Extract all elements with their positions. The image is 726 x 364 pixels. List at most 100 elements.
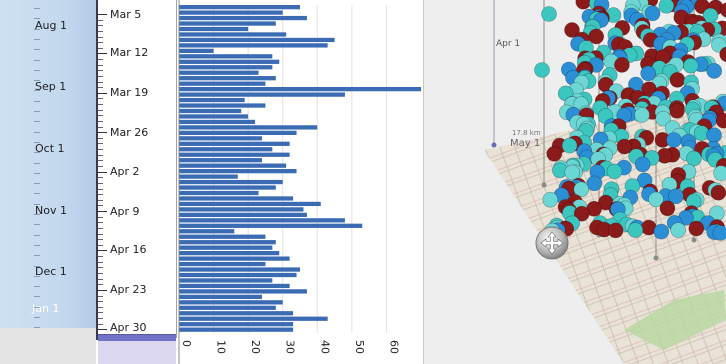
event-marker[interactable] [546,146,563,162]
event-markers[interactable] [534,0,726,241]
histogram-bar [179,97,245,103]
week-tick [98,228,103,229]
pan-control[interactable] [535,226,569,260]
week-tick [98,239,103,240]
week-tick [98,205,103,206]
event-marker[interactable] [564,22,580,38]
event-marker[interactable] [607,222,624,239]
event-marker[interactable] [575,0,592,10]
event-marker[interactable] [669,72,686,88]
month-tick [34,18,40,19]
week-label-apr2: Apr 2 [110,165,140,178]
event-marker[interactable] [670,222,686,238]
map-park-area [624,290,726,350]
event-marker[interactable] [588,28,604,45]
month-tick [34,39,40,40]
week-tick [98,82,103,83]
week-tick [98,200,103,201]
x-tick-label: 60 [387,340,400,354]
event-marker[interactable] [720,2,726,18]
event-marker[interactable] [644,5,661,22]
event-marker[interactable] [668,188,684,205]
event-marker[interactable] [669,103,685,119]
event-marker[interactable] [634,156,651,173]
timeline-divider[interactable] [96,0,98,340]
week-tick [98,37,103,38]
histogram-bar [179,136,262,141]
week-tick [98,20,103,21]
event-marker[interactable] [627,222,644,238]
event-marker[interactable] [541,6,557,22]
month-tick [34,317,40,318]
event-marker[interactable] [658,0,675,14]
event-marker[interactable] [614,57,630,73]
timeline-selection-bar[interactable] [98,334,176,342]
histogram-bar [179,218,345,223]
months-timeline[interactable]: Aug 1 Sep 1 Oct 1 Nov 1 Dec 1 [0,0,96,364]
month-tick [34,296,40,297]
histogram-bar [179,294,262,299]
month-label-dec: Dec 1 [35,265,67,278]
week-tick [98,42,103,43]
month-tick [34,90,40,91]
month-label-sep: Sep 1 [35,80,67,93]
event-marker[interactable] [686,150,702,167]
month-tick [34,163,40,164]
week-tick [98,76,103,77]
event-marker[interactable] [634,107,650,123]
event-marker[interactable] [573,205,590,222]
event-marker[interactable] [712,225,726,241]
histogram-bar [179,185,276,190]
histogram-bar [179,87,421,92]
histogram-bar [179,190,259,196]
event-marker[interactable] [561,137,578,154]
event-marker[interactable] [659,200,676,217]
move-arrows-icon[interactable] [540,231,564,255]
event-marker[interactable] [648,191,664,208]
event-marker[interactable] [666,132,682,148]
month-tick [34,29,40,30]
histogram-bar [179,152,290,157]
histogram-bar [179,267,300,272]
event-marker[interactable] [586,175,603,192]
event-marker[interactable] [564,164,580,181]
histogram-bar [179,65,273,70]
week-tick [98,189,103,190]
event-marker[interactable] [534,62,550,78]
event-marker[interactable] [655,110,671,127]
histogram-bar [179,256,290,261]
histogram-bar [179,10,283,15]
week-tick [98,48,103,49]
week-tick [98,25,103,26]
event-marker[interactable] [715,112,726,129]
event-marker[interactable] [542,191,559,208]
weeks-timeline[interactable]: Mar 5 Mar 12 Mar 19 Mar 26 Apr 2 Apr 9 A… [98,0,177,338]
map-view[interactable]: Apr 1 17.8 km May 1 [424,0,726,364]
histogram-bar [179,130,297,135]
event-marker[interactable] [688,220,705,237]
event-marker[interactable] [653,223,670,240]
event-marker[interactable] [706,127,722,143]
week-tick [98,14,107,15]
week-tick [98,65,103,66]
event-marker[interactable] [706,63,723,79]
histogram-bar [179,15,307,21]
week-tick [98,290,107,291]
event-marker[interactable] [606,163,623,180]
month-tick [34,101,40,102]
histogram-bar [179,59,280,64]
event-marker[interactable] [640,65,656,82]
event-marker[interactable] [573,181,590,198]
week-tick [98,324,103,325]
event-marker[interactable] [682,57,699,74]
histogram-bar [179,283,290,289]
event-marker[interactable] [719,46,726,63]
event-marker[interactable] [616,138,633,155]
histogram-bar [179,322,294,327]
histogram-bar [179,32,287,37]
histogram-bar [179,158,262,163]
event-marker[interactable] [656,148,673,164]
event-marker[interactable] [713,165,726,181]
event-marker[interactable] [710,184,726,201]
week-tick [98,318,103,319]
